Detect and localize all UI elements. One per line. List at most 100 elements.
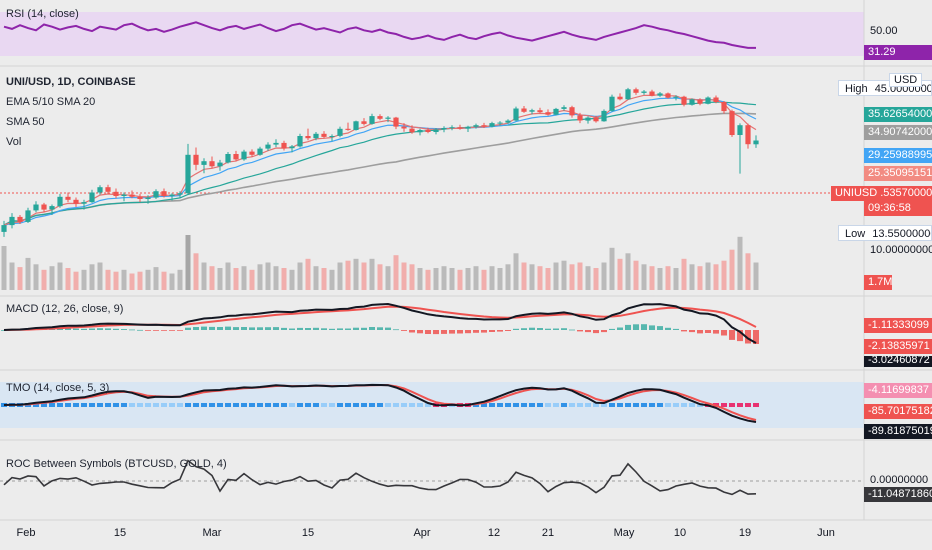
macd-hist-bar	[713, 330, 719, 334]
tmo-hist-bar	[665, 403, 671, 407]
candle-body	[569, 107, 575, 116]
macd-hist-bar	[153, 330, 159, 331]
candle-body	[497, 122, 503, 124]
candle-body	[233, 154, 239, 160]
tmo-hist-bar	[201, 403, 207, 407]
volume-bar	[17, 267, 23, 290]
volume-bar	[633, 260, 639, 290]
volume-bar	[441, 266, 447, 290]
candle-body	[105, 187, 111, 192]
volume-bar	[321, 268, 327, 290]
date-tick-label: 21	[541, 527, 555, 539]
tmo-hist-bar	[577, 403, 583, 407]
volume-bar	[465, 268, 471, 290]
tmo-hist-bar	[585, 403, 591, 407]
candle-body	[321, 133, 327, 137]
macd-hist-bar	[729, 330, 735, 340]
macd-hist-bar	[393, 329, 399, 331]
tmo-pane[interactable]	[0, 382, 864, 428]
macd-hist-bar	[241, 327, 247, 330]
macd-hist-bar	[177, 330, 183, 331]
tmo-hist-bar	[633, 403, 639, 407]
candle-body	[377, 116, 383, 119]
volume-bar	[697, 266, 703, 290]
roc-legend[interactable]: ROC Between Symbols (BTCUSD, GOLD, 4)	[6, 458, 227, 470]
candle-body	[337, 128, 343, 136]
volume-bar	[57, 262, 63, 290]
currency-button[interactable]: USD	[889, 73, 923, 87]
rsi-legend[interactable]: RSI (14, close)	[6, 8, 79, 20]
candle-body	[649, 91, 655, 96]
volume-bar	[657, 268, 663, 290]
sma20-price-tag: 25.35095151	[864, 166, 932, 181]
candle-body	[593, 117, 599, 122]
tmo-hist-bar	[137, 403, 143, 407]
tmo-hist-bar	[225, 403, 231, 407]
macd-hist-bar	[201, 326, 207, 330]
tmo-hist-bar	[609, 403, 615, 407]
volume-bar	[9, 262, 15, 290]
volume-legend[interactable]: Vol	[6, 136, 22, 148]
candle-body	[425, 130, 431, 132]
volume-bar	[65, 268, 71, 290]
tmo-hist-bar	[505, 403, 511, 407]
macd-hist-bar	[289, 328, 295, 330]
macd-hist-bar	[513, 328, 519, 330]
macd-hist-bar	[217, 327, 223, 330]
macd-hist-bar	[121, 329, 127, 330]
macd-pane[interactable]	[1, 302, 759, 344]
tmo-hist-bar	[545, 403, 551, 407]
volume-bar	[257, 264, 263, 290]
tmo-hist-bar	[113, 403, 119, 407]
macd-hist-bar	[225, 326, 231, 330]
roc-pane[interactable]	[0, 459, 864, 496]
tmo-hist-bar	[41, 403, 47, 407]
macd-legend[interactable]: MACD (12, 26, close, 9)	[6, 303, 124, 315]
candle-body	[409, 128, 415, 133]
symbol-legend[interactable]: UNI/USD, 1D, COINBASE	[6, 76, 136, 88]
candle-body	[625, 89, 631, 100]
ma-legend[interactable]: EMA 5/10 SMA 20	[6, 96, 96, 108]
macd-hist-bar	[345, 328, 351, 330]
tmo-legend[interactable]: TMO (14, close, 5, 3)	[6, 382, 110, 394]
rsi-pane[interactable]	[0, 12, 864, 56]
macd-hist-bar	[753, 330, 759, 344]
tmo-hist-bar	[177, 403, 183, 407]
macd-hist-bar	[97, 328, 103, 330]
volume-bar	[121, 269, 127, 290]
candle-body	[577, 115, 583, 121]
volume-bar	[393, 255, 399, 290]
candle-body	[721, 102, 727, 112]
tmo-hist-bar	[281, 403, 287, 407]
macd-hist-bar	[593, 330, 599, 334]
volume-bar	[545, 268, 551, 290]
sma20-line	[3, 101, 757, 226]
tmo-hist-bar	[241, 403, 247, 407]
candle-body	[345, 128, 351, 130]
macd-hist-bar	[529, 327, 535, 330]
ema10-line	[3, 97, 757, 226]
volume-bar	[201, 262, 207, 290]
volume-bar	[97, 262, 103, 290]
price-axis-tick: 10.00000000	[870, 244, 932, 256]
volume-bar	[177, 269, 183, 290]
volume-bar	[569, 264, 575, 290]
tmo-hist-bar	[753, 403, 759, 407]
volume-bar	[369, 258, 375, 290]
tmo-hist-bar	[185, 403, 191, 407]
volume-bar	[377, 264, 383, 290]
tmo-hist-bar	[297, 403, 303, 407]
sma50-legend[interactable]: SMA 50	[6, 116, 45, 128]
volume-bar	[169, 273, 175, 290]
macd-hist-bar	[105, 328, 111, 330]
candle-body	[737, 125, 743, 135]
macd-histogram	[1, 324, 759, 344]
tmo-hist-bar	[33, 403, 39, 407]
candle-body	[33, 204, 39, 211]
macd-hist-bar	[209, 326, 215, 330]
price-pane[interactable]	[0, 87, 864, 290]
volume-bar	[73, 271, 79, 290]
volume-bar	[105, 269, 111, 290]
